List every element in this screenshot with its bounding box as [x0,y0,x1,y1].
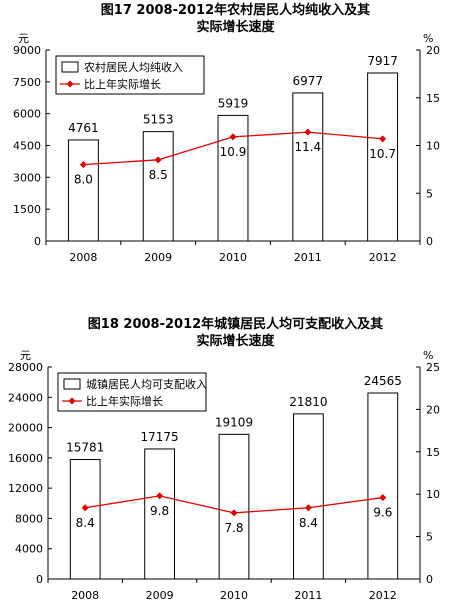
y2-tick-label: 5 [426,531,433,544]
line-value-label: 11.4 [294,140,321,154]
y-tick-label: 12000 [8,482,43,495]
y-tick-label: 0 [36,573,43,586]
chart-svg: 0 1500 3000 4500 6000 7500 9000 0 5 10 15 20 元 % 4761 2… [13,32,440,264]
bar [367,392,399,580]
line-value-label: 9.6 [373,506,392,520]
bar [142,131,174,242]
y2-axis-label: % [423,32,433,45]
y2-axis-label: % [423,349,433,362]
chart-title: 图18 2008-2012年城镇居民人均可支配收入及其 [87,317,384,332]
y2-tick-label: 0 [426,235,433,248]
x-tick-label: 2012 [369,251,397,264]
line-point [156,492,164,500]
y-tick-label: 8000 [15,512,43,525]
y-tick-label: 20000 [8,422,43,435]
line-value-label: 8.0 [74,173,93,187]
bar-value-label: 21810 [289,395,327,409]
y-tick-label: 0 [34,235,41,248]
legend-label: 农村居民人均纯收入 [84,60,183,74]
legend-box [57,372,207,412]
bar-value-label: 4761 [68,121,99,135]
line-value-label: 7.8 [224,521,243,535]
line-point [379,135,387,143]
bar [69,459,101,580]
legend-bar-swatch [61,61,79,73]
y2-tick-label: 10 [426,140,440,153]
y-tick-label: 6000 [13,108,41,121]
y-axis-label: 元 [18,32,29,45]
legend-bar-swatch [63,378,81,390]
bar-value-label: 19109 [215,415,253,429]
legend-line-marker [68,397,76,405]
x-tick-label: 2009 [144,251,172,264]
legend-box [55,55,205,95]
bar [292,92,324,242]
bar-value-label: 15781 [66,441,104,455]
bar [293,413,324,580]
line-value-label: 8.4 [299,516,318,530]
y2-tick-label: 0 [426,573,433,586]
y2-tick-label: 5 [426,187,433,200]
line-value-label: 8.5 [149,168,168,182]
chart-svg: 0 4000 8000 12000 16000 20000 24000 28000 0 5 10 15… [8,349,440,602]
bar [218,433,250,580]
y-tick-label: 9000 [13,44,41,57]
line-point [304,128,312,136]
y2-tick-label: 10 [426,488,440,501]
line-point [379,494,387,502]
line-point [229,133,237,141]
y2-tick-label: 20 [426,403,440,416]
bar-value-label: 6977 [293,74,324,88]
x-tick-label: 2010 [220,589,248,602]
y-axis-label: 元 [20,349,31,362]
bar-value-label: 17175 [141,430,179,444]
bar [367,72,399,242]
line-value-label: 10.9 [220,145,247,159]
bar-value-label: 7917 [367,54,398,68]
x-tick-label: 2011 [294,251,322,264]
y-tick-label: 28000 [8,361,43,374]
line-value-label: 8.4 [76,516,95,530]
bar [67,139,99,242]
y-tick-label: 4500 [13,140,41,153]
legend-label: 比上年实际增长 [84,77,161,91]
x-tick-label: 2011 [294,589,322,602]
line-point [81,504,89,512]
y2-tick-label: 15 [426,446,440,459]
chart-urban-income: 图18 2008-2012年城镇居民人均可支配收入及其 实际增长速度 0 4000… [0,300,471,609]
y-tick-label: 24000 [8,391,43,404]
chart-rural-income: 图17 2008-2012年农村居民人均纯收入及其 实际增长速度 0 1500 30… [0,0,471,300]
line-point [230,509,238,517]
legend-line-marker [66,80,74,88]
x-tick-label: 2009 [146,589,174,602]
chart-subtitle: 实际增长速度 [196,334,275,349]
x-tick-label: 2008 [71,589,99,602]
y-tick-label: 16000 [8,452,43,465]
y-tick-label: 1500 [13,203,41,216]
bar-value-label: 5919 [218,96,249,110]
legend-label: 比上年实际增长 [86,394,163,408]
chart-title: 图17 2008-2012年农村居民人均纯收入及其 [100,3,371,18]
line-point [154,156,162,164]
x-tick-label: 2012 [369,589,397,602]
y2-tick-label: 20 [426,44,440,57]
y2-tick-label: 15 [426,92,440,105]
line-point [79,161,87,169]
x-tick-label: 2010 [219,251,247,264]
bar-value-label: 24565 [364,374,402,388]
x-tick-label: 2008 [69,251,97,264]
legend-label: 城镇居民人均可支配收入 [86,377,207,391]
bar-value-label: 5153 [143,113,174,127]
bar [144,448,175,580]
line-point [304,504,312,512]
line-value-label: 9.8 [150,504,169,518]
y-tick-label: 4000 [15,543,43,556]
y-tick-label: 3000 [13,171,41,184]
y-tick-label: 7500 [13,76,41,89]
chart-subtitle: 实际增长速度 [196,20,275,35]
y2-tick-label: 25 [426,361,440,374]
line-value-label: 10.7 [369,147,396,161]
